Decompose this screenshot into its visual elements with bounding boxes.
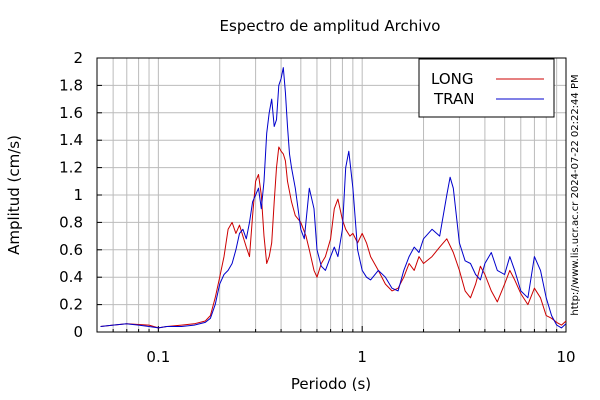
legend: LONG TRAN (418, 58, 555, 118)
series-line-long (100, 146, 567, 329)
x-tick-label: 10 (556, 348, 575, 366)
axis-ticks: 0 0.2 0.4 0.6 0.8 1 1.2 1.4 1.6 1.8 2 0.1 1 10 (59, 49, 575, 366)
legend-label-long: LONG (431, 70, 473, 88)
x-tick-label: 1 (357, 348, 367, 366)
y-tick-label: 0.4 (59, 268, 83, 286)
chart-title: Espectro de amplitud Archivo (220, 17, 441, 35)
series-lines (100, 67, 567, 329)
y-tick-label: 1.2 (59, 159, 83, 177)
x-axis-label: Periodo (s) (291, 375, 371, 393)
y-tick-label: 0 (73, 323, 83, 341)
y-tick-label: 1.4 (59, 131, 83, 149)
y-tick-label: 0.2 (59, 296, 83, 314)
y-tick-label: 1.6 (59, 104, 83, 122)
legend-box (418, 58, 555, 118)
y-tick-label: 1.8 (59, 76, 83, 94)
legend-label-tran: TRAN (433, 90, 474, 108)
series-line-tran (100, 67, 567, 329)
y-tick-label: 1 (73, 186, 83, 204)
x-tick-label: 0.1 (146, 348, 170, 366)
y-tick-label: 0.8 (59, 213, 83, 231)
y-tick-label: 2 (73, 49, 83, 67)
side-label: http://www.lis.ucr.ac.cr 2024-07-22 02:2… (570, 74, 581, 315)
y-axis-label: Amplitud (cm/s) (5, 135, 23, 255)
y-tick-label: 0.6 (59, 241, 83, 259)
